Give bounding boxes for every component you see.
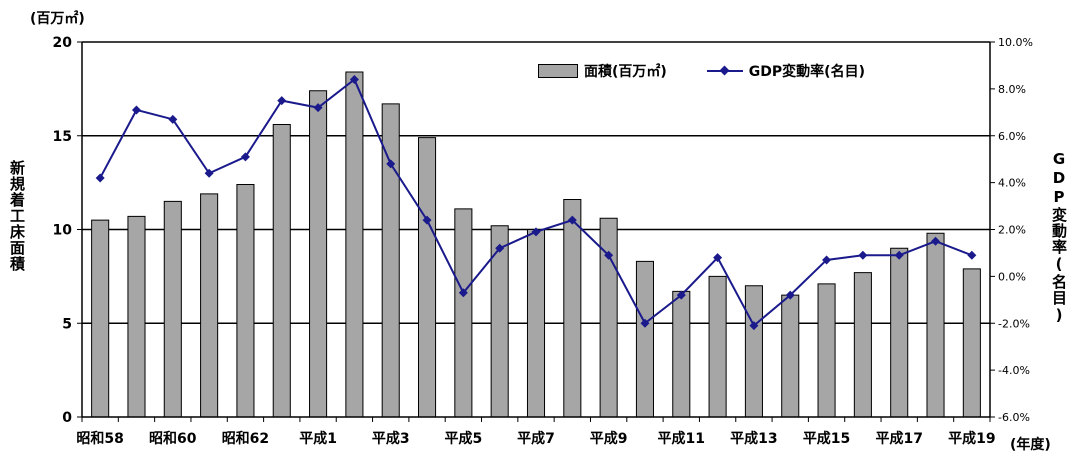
x-tick-label: 昭和62 xyxy=(222,431,269,447)
gdp-point xyxy=(204,168,214,178)
gdp-point xyxy=(458,288,468,298)
bar xyxy=(744,285,763,418)
gdp-point xyxy=(313,103,323,113)
bar xyxy=(236,184,255,418)
bar xyxy=(526,229,546,418)
bar xyxy=(962,268,981,418)
x-tick-label: 平成19 xyxy=(948,430,995,447)
bar xyxy=(890,247,909,418)
bar xyxy=(345,71,364,418)
gdp-point xyxy=(931,236,941,246)
x-tick-label: 平成5 xyxy=(444,430,482,447)
bar xyxy=(599,217,618,418)
x-axis-unit-label: (年度) xyxy=(1010,437,1051,453)
right-tick-label: -4.0% xyxy=(998,364,1030,377)
x-tick-label: 平成1 xyxy=(299,430,337,447)
gdp-point xyxy=(168,114,178,124)
left-tick-label: 20 xyxy=(53,35,73,51)
right-tick-label: 2.0% xyxy=(998,224,1026,237)
x-tick-label: 平成7 xyxy=(517,430,555,447)
gdp-point xyxy=(131,105,141,115)
bar xyxy=(418,137,437,418)
x-tick-label: 平成11 xyxy=(658,430,705,447)
x-tick-label: 平成9 xyxy=(590,430,628,447)
bar xyxy=(926,232,945,418)
right-tick-label: 8.0% xyxy=(998,83,1026,96)
gdp-point xyxy=(349,75,359,84)
legend: 面積(百万㎡) GDP変動率(名目) xyxy=(538,61,865,81)
gdp-point xyxy=(604,250,614,260)
gdp-point xyxy=(277,96,287,106)
gdp-point xyxy=(749,321,759,331)
gdp-point xyxy=(531,227,541,237)
right-axis-title: GDP変動率(名目) xyxy=(1050,150,1068,325)
gdp-point xyxy=(567,215,577,225)
bar xyxy=(708,275,727,418)
bar xyxy=(672,290,691,418)
legend-line-swatch xyxy=(706,64,743,78)
legend-bar-swatch xyxy=(538,64,578,78)
bar xyxy=(127,215,146,418)
left-tick-label: 5 xyxy=(62,316,72,332)
right-tick-label: -2.0% xyxy=(998,317,1030,330)
gdp-point xyxy=(95,173,105,183)
legend-bar-label: 面積(百万㎡) xyxy=(584,64,667,80)
gdp-point xyxy=(676,290,686,300)
legend-line-label: GDP変動率(名目) xyxy=(748,64,865,80)
right-tick-label: 6.0% xyxy=(998,130,1026,143)
x-tick-label: 平成17 xyxy=(875,430,922,447)
gdp-point xyxy=(967,250,977,260)
x-tick-label: 平成3 xyxy=(372,430,410,447)
gdp-point xyxy=(785,290,795,300)
x-tick-label: 平成15 xyxy=(803,430,850,447)
bar xyxy=(163,200,182,418)
x-tick-label: 昭和60 xyxy=(149,431,197,447)
x-tick-label: 昭和58 xyxy=(76,431,123,447)
bar xyxy=(200,193,219,418)
bar xyxy=(91,219,110,418)
bar xyxy=(781,294,800,418)
bar xyxy=(635,260,654,418)
gdp-point xyxy=(713,253,723,263)
left-tick-label: 15 xyxy=(53,129,72,145)
right-tick-label: 4.0% xyxy=(998,177,1026,190)
right-tick-label: 0.0% xyxy=(998,270,1026,283)
bar xyxy=(853,272,872,418)
x-tick-label: 平成13 xyxy=(730,430,777,447)
bar xyxy=(272,124,291,418)
left-axis-unit-label: (百万㎡) xyxy=(30,11,85,27)
right-tick-label: -6.0% xyxy=(998,411,1030,424)
gdp-point xyxy=(386,159,396,169)
right-tick-label: 10.0% xyxy=(998,36,1033,49)
gdp-point xyxy=(894,250,904,260)
bar xyxy=(309,90,328,418)
gdp-point xyxy=(240,152,250,162)
bar xyxy=(817,283,836,418)
left-axis-title: 新規着工床面積 xyxy=(8,160,26,272)
bar xyxy=(454,208,473,418)
gdp-point xyxy=(640,318,650,328)
bar xyxy=(563,199,582,418)
left-tick-label: 10 xyxy=(53,223,73,239)
left-tick-label: 0 xyxy=(62,410,72,426)
gdp-point xyxy=(858,250,868,260)
gdp-point xyxy=(495,243,505,253)
gdp-point xyxy=(422,215,432,225)
gdp-point xyxy=(822,255,832,265)
